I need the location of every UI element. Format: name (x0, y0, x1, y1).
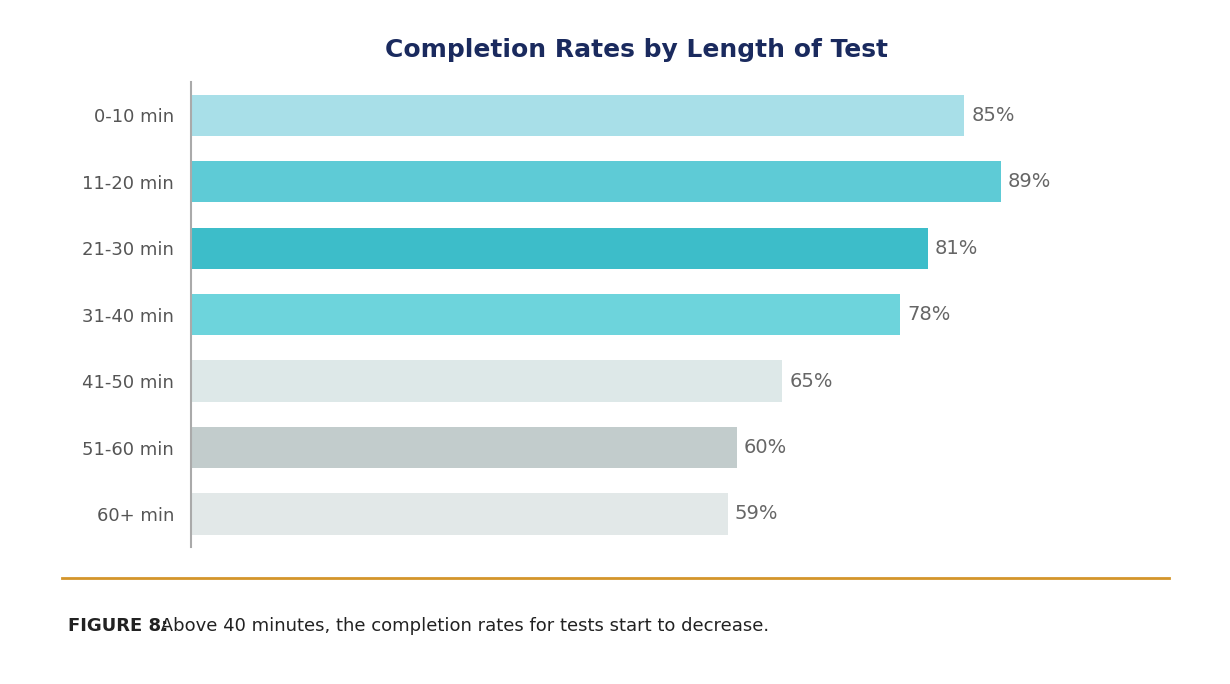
Text: 65%: 65% (790, 371, 833, 391)
Text: 60%: 60% (744, 438, 787, 457)
Title: Completion Rates by Length of Test: Completion Rates by Length of Test (385, 38, 888, 62)
Bar (191, 360, 782, 402)
Bar (191, 294, 900, 335)
Text: 89%: 89% (1007, 172, 1052, 192)
Bar (191, 94, 964, 136)
Text: 85%: 85% (972, 106, 1015, 124)
Text: 59%: 59% (734, 505, 779, 523)
Text: 78%: 78% (908, 305, 951, 324)
Text: FIGURE 8:: FIGURE 8: (68, 617, 169, 635)
Bar (191, 161, 1000, 202)
Bar (191, 493, 727, 535)
Bar (191, 427, 737, 468)
Text: 81%: 81% (935, 239, 978, 258)
Text: Above 40 minutes, the completion rates for tests start to decrease.: Above 40 minutes, the completion rates f… (155, 617, 769, 635)
Bar (191, 228, 927, 269)
